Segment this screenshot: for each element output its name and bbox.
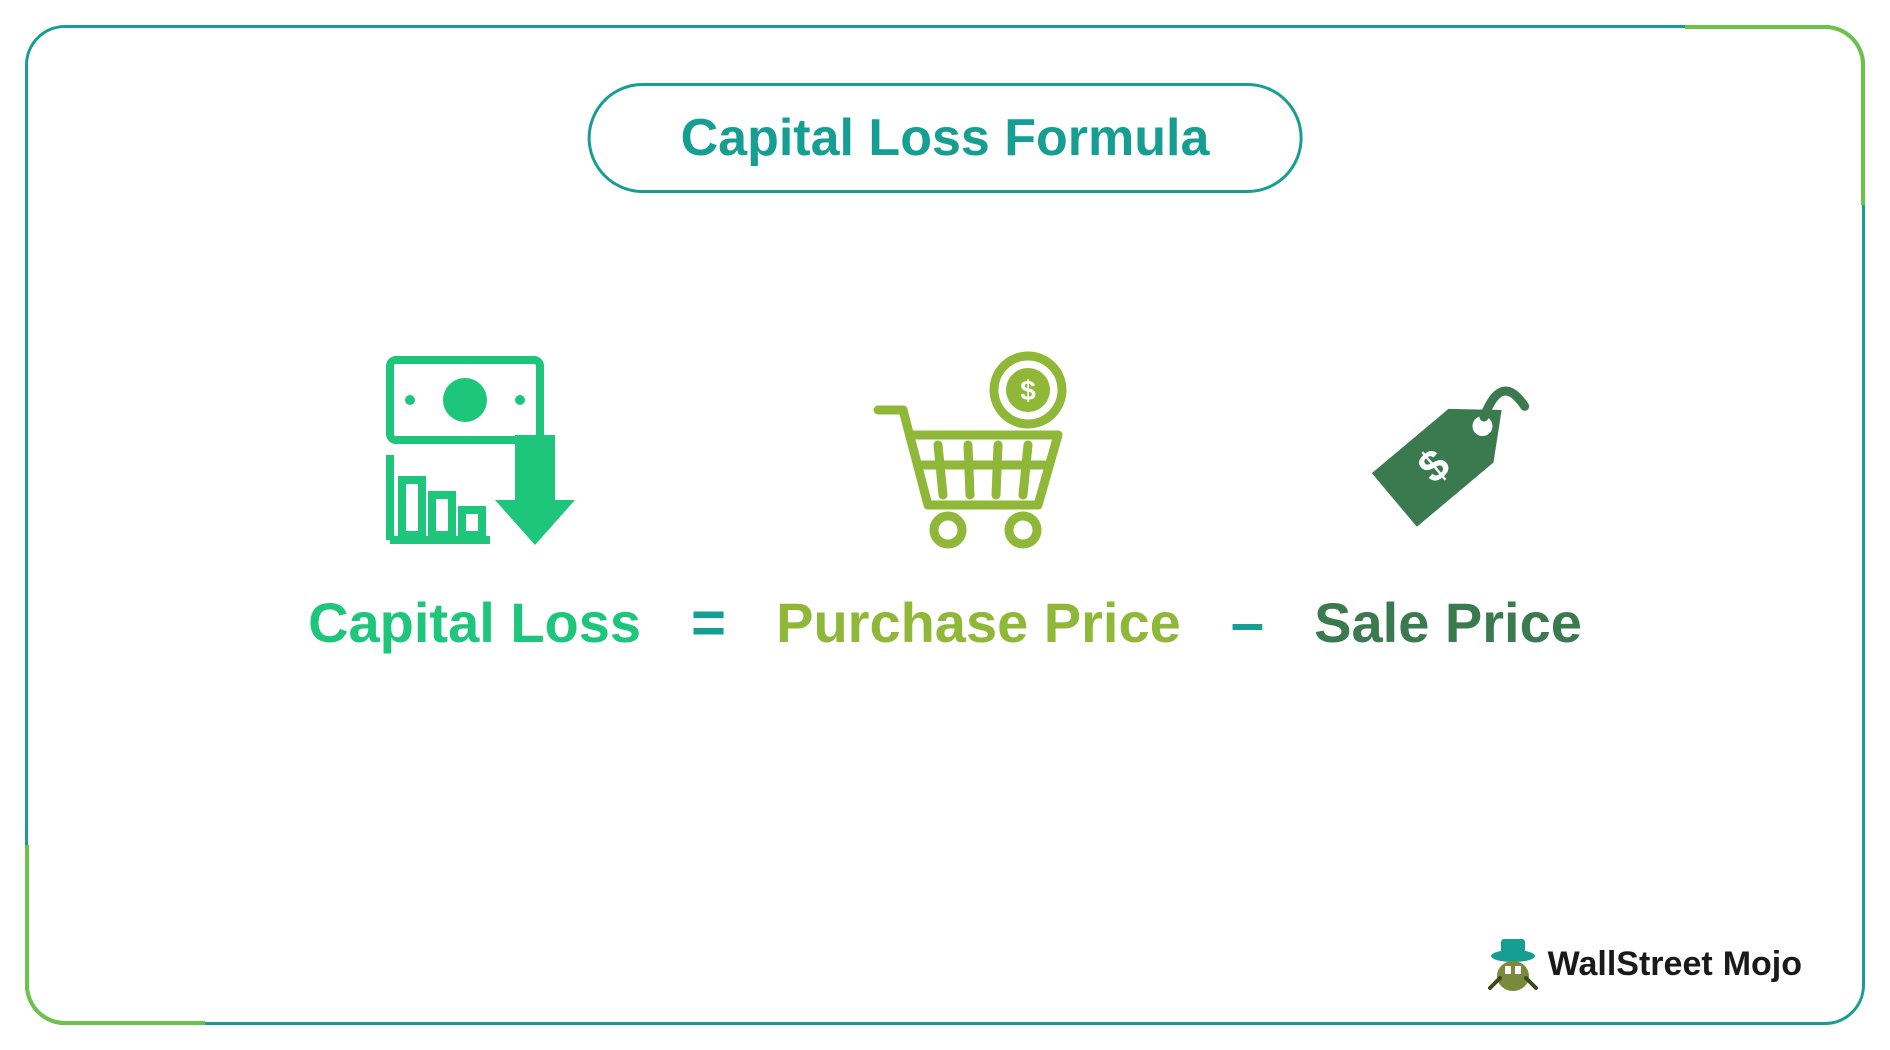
operator-equals: = bbox=[691, 588, 726, 657]
logo-text-wall: WallStreet bbox=[1548, 945, 1713, 984]
title-text: Capital Loss Formula bbox=[681, 109, 1210, 167]
shopping-cart-icon: $ bbox=[863, 350, 1093, 550]
logo-text-mojo: Mojo bbox=[1723, 945, 1802, 984]
term-capital-loss: $ Capi bbox=[308, 350, 641, 655]
price-tag-icon: $ bbox=[1333, 350, 1563, 550]
term-purchase-price: $ Purchase Price bbox=[776, 350, 1181, 655]
formula-row: $ Capi bbox=[28, 348, 1862, 657]
svg-text:$: $ bbox=[1021, 375, 1037, 406]
title-pill: Capital Loss Formula bbox=[588, 83, 1303, 193]
svg-text:$: $ bbox=[457, 385, 473, 416]
corner-accent-bottom bbox=[25, 845, 205, 1025]
term-label-purchase-price: Purchase Price bbox=[776, 590, 1181, 655]
corner-accent-top bbox=[1685, 25, 1865, 205]
capital-loss-icon: $ bbox=[360, 350, 590, 550]
brand-logo: WallStreet Mojo bbox=[1488, 936, 1802, 992]
operator-minus: – bbox=[1231, 588, 1264, 657]
term-label-sale-price: Sale Price bbox=[1314, 590, 1582, 655]
logo-mascot-icon bbox=[1488, 936, 1538, 992]
term-sale-price: $ Sale Price bbox=[1314, 350, 1582, 655]
infographic-frame: Capital Loss Formula $ bbox=[25, 25, 1865, 1025]
term-label-capital-loss: Capital Loss bbox=[308, 590, 641, 655]
